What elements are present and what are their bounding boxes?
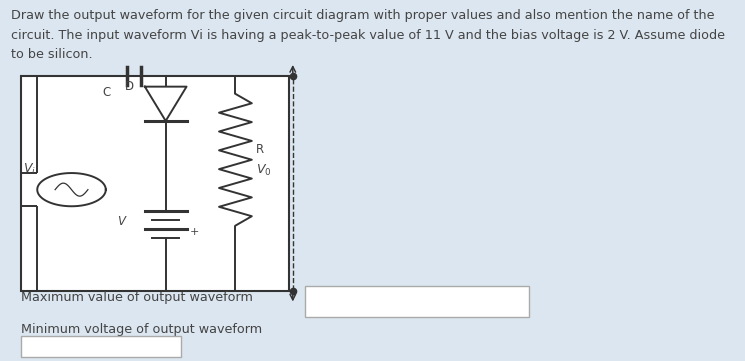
Text: $V_0$: $V_0$ (256, 163, 271, 178)
Bar (21, 76, 289, 291)
Text: R: R (256, 143, 264, 156)
Text: Minimum voltage of output waveform: Minimum voltage of output waveform (21, 323, 262, 336)
Text: $V_i$: $V_i$ (23, 162, 36, 177)
Text: Maximum value of output waveform: Maximum value of output waveform (21, 291, 253, 304)
Text: +: + (190, 227, 200, 236)
Text: $V$: $V$ (117, 215, 128, 228)
Text: C: C (103, 86, 111, 99)
Text: Draw the output waveform for the given circuit diagram with proper values and al: Draw the output waveform for the given c… (11, 9, 725, 61)
Text: D: D (124, 80, 134, 93)
Bar (305, 286, 529, 317)
Bar (21, 336, 181, 357)
